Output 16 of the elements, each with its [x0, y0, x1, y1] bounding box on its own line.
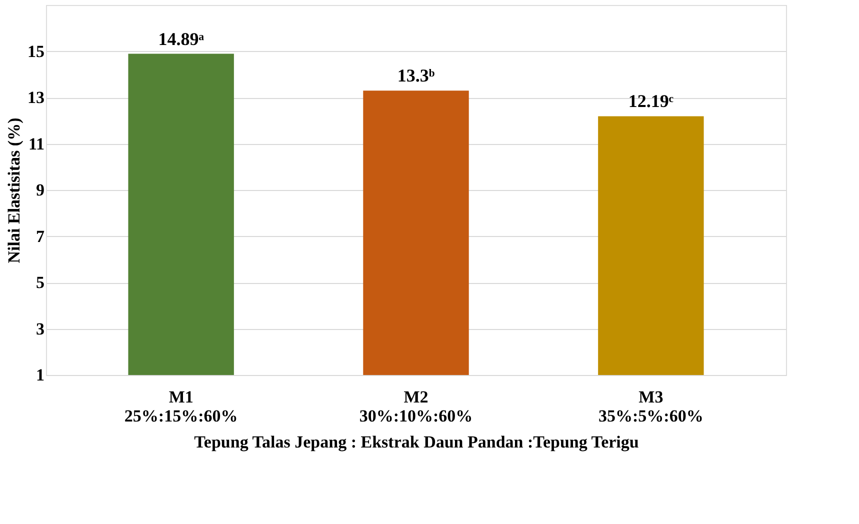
- y-tick-label: 13: [28, 88, 44, 107]
- y-tick-label: 5: [36, 273, 44, 292]
- y-tick-label: 9: [36, 180, 44, 200]
- y-tick-label: 1: [36, 366, 44, 384]
- y-tick-label: 15: [28, 42, 44, 61]
- y-tick-label: 7: [36, 226, 45, 246]
- x-tick-label: M2 30%:10%:60%: [359, 388, 473, 426]
- x-tick-label: M3 35%:5%:60%: [598, 388, 704, 426]
- x-tick-label: M1 25%:15%:60%: [124, 388, 238, 426]
- data-label: 13.3ᵇ: [397, 66, 435, 86]
- y-tick-label: 11: [28, 134, 44, 154]
- y-tick-label: 3: [36, 319, 44, 338]
- x-axis-title: Tepung Talas Jepang : Ekstrak Daun Pandan :Tepung Terigu: [194, 432, 639, 452]
- y-axis-title: Nilai Elastisitas (%): [4, 118, 24, 264]
- data-label: 14.89ᵃ: [158, 28, 205, 49]
- data-label: 12.19ᶜ: [628, 91, 674, 112]
